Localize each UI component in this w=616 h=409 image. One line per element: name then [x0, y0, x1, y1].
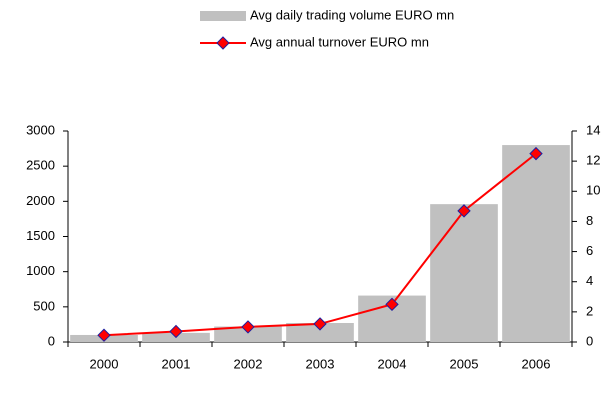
- y2-tick-label: 10: [586, 183, 600, 198]
- marker: [457, 204, 471, 218]
- legend-label: Avg annual turnover EURO mn: [250, 34, 429, 49]
- x-tick-label: 2005: [450, 356, 479, 371]
- y-tick-label: 1500: [26, 228, 55, 243]
- y2-tick-label: 0: [586, 333, 593, 348]
- bar: [214, 326, 282, 342]
- y2-tick-label: 12: [586, 153, 600, 168]
- bar: [430, 204, 498, 342]
- legend-swatch: [200, 11, 246, 21]
- legend-marker: [216, 36, 230, 50]
- x-tick-label: 2001: [162, 356, 191, 371]
- y2-tick-label: 8: [586, 213, 593, 228]
- marker: [241, 320, 255, 334]
- y-tick-label: 2500: [26, 158, 55, 173]
- marker: [385, 297, 399, 312]
- y-tick-label: 500: [33, 298, 55, 313]
- bar: [502, 145, 570, 342]
- y-tick-label: 3000: [26, 122, 55, 137]
- legend-label: Avg daily trading volume EURO mn: [250, 7, 454, 22]
- marker: [313, 317, 327, 331]
- x-tick-label: 2003: [306, 356, 335, 371]
- marker: [169, 324, 183, 339]
- x-tick-label: 2002: [234, 356, 263, 371]
- bar: [286, 323, 354, 342]
- y2-tick-label: 2: [586, 303, 593, 318]
- y2-tick-label: 4: [586, 273, 593, 288]
- y-tick-label: 0: [48, 333, 55, 348]
- y-tick-label: 1000: [26, 263, 55, 278]
- y2-tick-label: 6: [586, 243, 593, 258]
- x-tick-label: 2000: [90, 356, 119, 371]
- marker: [97, 328, 111, 342]
- y-tick-label: 2000: [26, 193, 55, 208]
- y2-tick-label: 14: [586, 122, 600, 137]
- marker: [529, 146, 543, 161]
- x-tick-label: 2004: [378, 356, 407, 371]
- x-tick-label: 2006: [522, 356, 551, 371]
